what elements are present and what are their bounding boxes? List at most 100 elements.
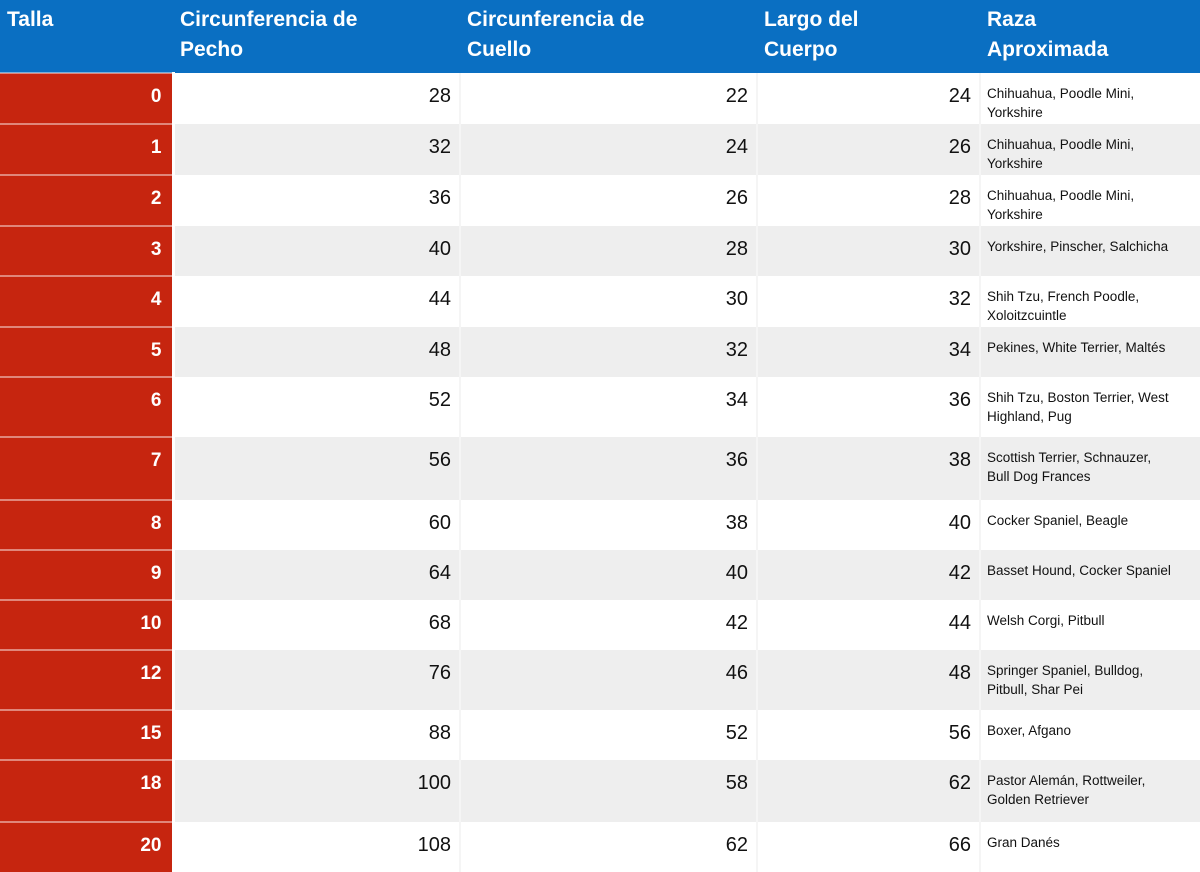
header-row: Talla Circunferencia de Pecho Circunfere…	[0, 0, 1200, 73]
raza-cell: Chihuahua, Poodle Mini, Yorkshire	[979, 175, 1200, 226]
talla-cell: 8	[0, 499, 175, 550]
cuello-cell: 46	[459, 650, 757, 710]
raza-cell: Chihuahua, Poodle Mini, Yorkshire	[979, 73, 1200, 124]
table-row: 10 68 42 44 Welsh Corgi, Pitbull	[0, 599, 1200, 650]
raza-cell: Basset Hound, Cocker Spaniel	[979, 550, 1200, 600]
talla-cell: 2	[0, 174, 175, 226]
cuello-cell: 38	[459, 500, 757, 550]
table-row: 7 56 36 38 Scottish Terrier, Schnauzer, …	[0, 436, 1200, 500]
table-row: 8 60 38 40 Cocker Spaniel, Beagle	[0, 499, 1200, 550]
table-row: 0 28 22 24 Chihuahua, Poodle Mini, Yorks…	[0, 72, 1200, 124]
pecho-cell: 60	[173, 500, 460, 550]
table-row: 3 40 28 30 Yorkshire, Pinscher, Salchich…	[0, 225, 1200, 276]
table-row: 1 32 24 26 Chihuahua, Poodle Mini, Yorks…	[0, 123, 1200, 175]
table-row: 20 108 62 66 Gran Danés	[0, 821, 1200, 872]
talla-cell: 12	[0, 649, 175, 710]
column-header-talla: Talla	[0, 0, 173, 73]
pecho-cell: 108	[173, 822, 460, 872]
talla-cell: 1	[0, 123, 175, 175]
largo-cell: 38	[756, 437, 980, 500]
largo-cell: 56	[756, 710, 980, 760]
table-row: 9 64 40 42 Basset Hound, Cocker Spaniel	[0, 549, 1200, 600]
talla-cell: 4	[0, 275, 175, 327]
pecho-cell: 100	[173, 760, 460, 822]
column-header-raza: Raza Aproximada	[980, 0, 1200, 73]
cuello-cell: 62	[459, 822, 757, 872]
talla-cell: 3	[0, 225, 175, 276]
talla-cell: 18	[0, 759, 175, 822]
talla-cell: 0	[0, 72, 175, 124]
column-header-pecho: Circunferencia de Pecho	[173, 0, 460, 73]
raza-cell: Pastor Alemán, Rottweiler, Golden Retrie…	[979, 760, 1200, 822]
largo-cell: 28	[756, 175, 980, 226]
largo-cell: 32	[756, 276, 980, 327]
cuello-cell: 30	[459, 276, 757, 327]
cuello-cell: 40	[459, 550, 757, 600]
pecho-cell: 44	[173, 276, 460, 327]
cuello-cell: 26	[459, 175, 757, 226]
largo-cell: 48	[756, 650, 980, 710]
raza-cell: Yorkshire, Pinscher, Salchicha	[979, 226, 1200, 276]
raza-cell: Springer Spaniel, Bulldog, Pitbull, Shar…	[979, 650, 1200, 710]
raza-cell: Cocker Spaniel, Beagle	[979, 500, 1200, 550]
pecho-cell: 32	[173, 124, 460, 175]
table-row: 6 52 34 36 Shih Tzu, Boston Terrier, Wes…	[0, 376, 1200, 437]
table-row: 12 76 46 48 Springer Spaniel, Bulldog, P…	[0, 649, 1200, 710]
table-row: 18 100 58 62 Pastor Alemán, Rottweiler, …	[0, 759, 1200, 822]
talla-cell: 15	[0, 709, 175, 760]
cuello-cell: 28	[459, 226, 757, 276]
largo-cell: 62	[756, 760, 980, 822]
largo-cell: 34	[756, 327, 980, 377]
pecho-cell: 68	[173, 600, 460, 650]
largo-cell: 24	[756, 73, 980, 124]
largo-cell: 66	[756, 822, 980, 872]
largo-cell: 42	[756, 550, 980, 600]
raza-cell: Gran Danés	[979, 822, 1200, 872]
table-row: 2 36 26 28 Chihuahua, Poodle Mini, Yorks…	[0, 174, 1200, 226]
largo-cell: 44	[756, 600, 980, 650]
pecho-cell: 52	[173, 377, 460, 437]
column-header-cuello: Circunferencia de Cuello	[460, 0, 757, 73]
raza-cell: Chihuahua, Poodle Mini, Yorkshire	[979, 124, 1200, 175]
largo-cell: 26	[756, 124, 980, 175]
cuello-cell: 32	[459, 327, 757, 377]
table-row: 4 44 30 32 Shih Tzu, French Poodle, Xolo…	[0, 275, 1200, 327]
column-header-largo: Largo del Cuerpo	[757, 0, 980, 73]
pecho-cell: 88	[173, 710, 460, 760]
talla-cell: 7	[0, 436, 175, 500]
talla-cell: 6	[0, 376, 175, 437]
cuello-cell: 34	[459, 377, 757, 437]
largo-cell: 30	[756, 226, 980, 276]
pecho-cell: 48	[173, 327, 460, 377]
raza-cell: Shih Tzu, French Poodle, Xoloitzcuintle	[979, 276, 1200, 327]
largo-cell: 40	[756, 500, 980, 550]
cuello-cell: 24	[459, 124, 757, 175]
talla-cell: 9	[0, 549, 175, 600]
cuello-cell: 36	[459, 437, 757, 500]
table-body: 0 28 22 24 Chihuahua, Poodle Mini, Yorks…	[0, 72, 1200, 872]
pecho-cell: 56	[173, 437, 460, 500]
talla-cell: 20	[0, 821, 175, 872]
talla-cell: 10	[0, 599, 175, 650]
cuello-cell: 42	[459, 600, 757, 650]
raza-cell: Welsh Corgi, Pitbull	[979, 600, 1200, 650]
cuello-cell: 22	[459, 73, 757, 124]
talla-cell: 5	[0, 326, 175, 377]
raza-cell: Pekines, White Terrier, Maltés	[979, 327, 1200, 377]
raza-cell: Scottish Terrier, Schnauzer, Bull Dog Fr…	[979, 437, 1200, 500]
pecho-cell: 40	[173, 226, 460, 276]
pecho-cell: 64	[173, 550, 460, 600]
raza-cell: Boxer, Afgano	[979, 710, 1200, 760]
table-row: 5 48 32 34 Pekines, White Terrier, Malté…	[0, 326, 1200, 377]
raza-cell: Shih Tzu, Boston Terrier, West Highland,…	[979, 377, 1200, 437]
pecho-cell: 76	[173, 650, 460, 710]
pecho-cell: 28	[173, 73, 460, 124]
table-header: Talla Circunferencia de Pecho Circunfere…	[0, 0, 1200, 73]
pecho-cell: 36	[173, 175, 460, 226]
largo-cell: 36	[756, 377, 980, 437]
table-row: 15 88 52 56 Boxer, Afgano	[0, 709, 1200, 760]
cuello-cell: 58	[459, 760, 757, 822]
cuello-cell: 52	[459, 710, 757, 760]
